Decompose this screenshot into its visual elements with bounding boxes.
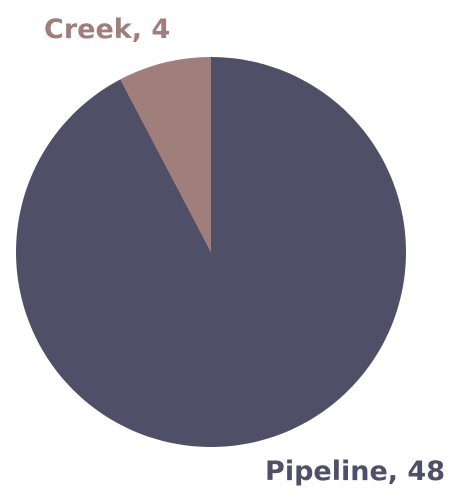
- pie-slice-creek: [120, 57, 211, 252]
- data-label-pipeline: Pipeline, 48: [265, 456, 445, 487]
- data-label-creek: Creek, 4: [44, 14, 170, 45]
- pie-slice-pipeline: [15, 57, 407, 447]
- pie-slices: [15, 57, 407, 447]
